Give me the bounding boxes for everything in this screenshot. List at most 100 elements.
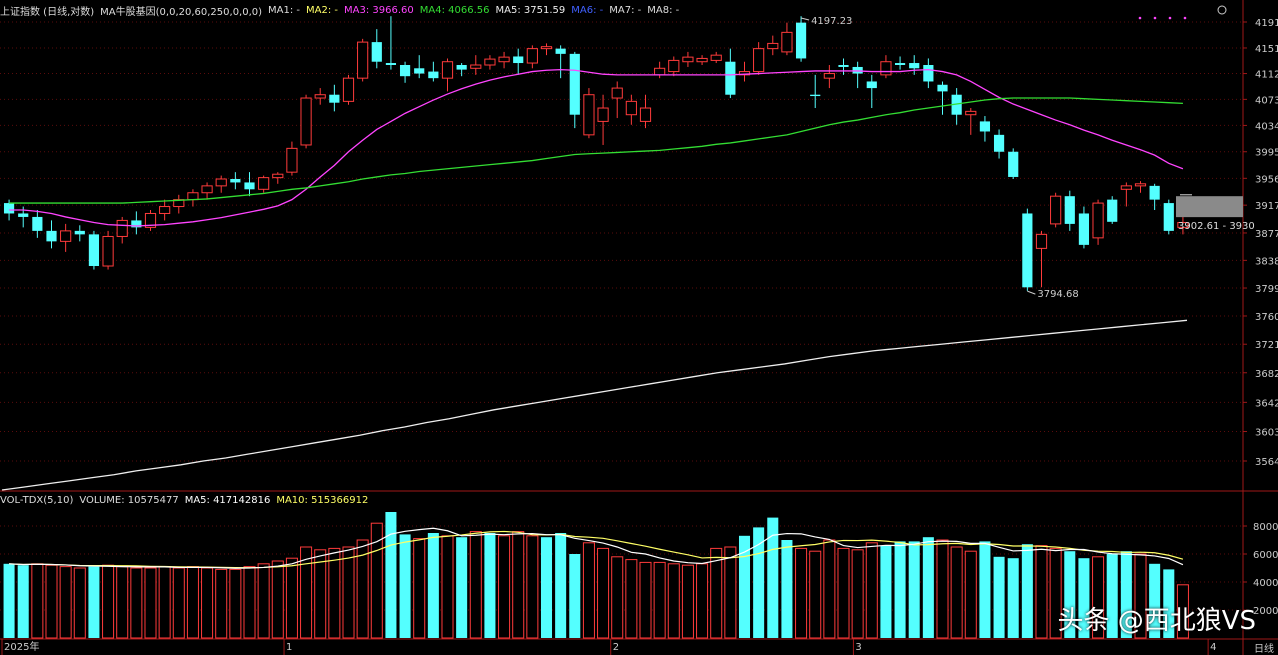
- volume-bar-up: [837, 547, 850, 639]
- candle-body-up: [753, 48, 765, 73]
- volume-bar-up: [950, 546, 963, 639]
- candle-body-down: [1064, 196, 1075, 224]
- period-label[interactable]: 日线: [1254, 644, 1274, 655]
- ma2-value: MA2: -: [306, 4, 339, 16]
- candle-body-down: [838, 64, 849, 67]
- time-tick-label: 3: [855, 642, 861, 653]
- candle-body-down: [1149, 185, 1160, 200]
- volume-bar-up: [229, 568, 242, 639]
- candle-body-up: [625, 100, 637, 116]
- candle-body-up: [300, 97, 312, 146]
- volume-bar-up: [144, 567, 157, 639]
- candle-body-up: [1050, 195, 1062, 225]
- volume-ma5-line: [9, 527, 1184, 569]
- volume-bar-up: [582, 542, 595, 639]
- candle-body-up: [187, 192, 199, 201]
- volume-bar-up: [1134, 553, 1147, 639]
- candle-body-down: [371, 42, 382, 62]
- candle-body-down: [923, 64, 934, 82]
- vol-ma10-value: MA10: 515366912: [276, 494, 369, 506]
- volume-bar-up: [681, 564, 694, 639]
- candle-body-up: [342, 77, 355, 102]
- volume-bar-up: [172, 567, 185, 639]
- high-price-label: 4197.23: [811, 16, 852, 27]
- volume-bar-up: [158, 566, 171, 639]
- volume-bar-down: [569, 554, 581, 638]
- settings-icon[interactable]: [1217, 5, 1227, 15]
- volume-bar-up: [653, 561, 666, 639]
- volume-bar-up: [31, 563, 44, 639]
- candle-body-down: [993, 134, 1005, 152]
- candle-body-up: [159, 206, 171, 214]
- price-tick-label: 4034: [1255, 121, 1278, 132]
- volume-bar-up: [243, 566, 256, 639]
- ma-marker-dot: [1153, 16, 1157, 20]
- volume-bar-up: [186, 566, 199, 639]
- watermark: 头条 @西北狼VS: [1057, 606, 1256, 636]
- candle-body-down: [428, 71, 439, 79]
- ma1-value: MA1: -: [268, 4, 301, 16]
- volume-bar-up: [498, 535, 511, 639]
- volume-bar-up: [597, 547, 610, 639]
- candle-body-up: [639, 107, 652, 122]
- candle-body-up: [738, 71, 751, 76]
- volume-bar-up: [314, 549, 327, 639]
- time-tick-label: 2: [613, 642, 619, 653]
- candle-body-down: [46, 230, 57, 242]
- candle-body-up: [1092, 202, 1104, 239]
- candle-body-up: [710, 54, 722, 61]
- candle-body-down: [3, 203, 15, 214]
- candle-body-down: [32, 216, 43, 231]
- candle-body-down: [951, 94, 962, 115]
- volume-tick-label: 40000: [1253, 578, 1278, 589]
- candle-body-up: [1177, 222, 1189, 228]
- volume-bar-up: [809, 550, 822, 639]
- volume-bar-up: [611, 556, 624, 639]
- ma3-line: [9, 68, 1184, 227]
- ma4-value: MA4: 4066.56: [419, 4, 490, 16]
- vol-indicator-name[interactable]: VOL-TDX(5,10): [0, 494, 74, 506]
- volume-bar-down: [385, 512, 397, 638]
- volume-bar-down: [781, 540, 793, 638]
- candle-body-down: [88, 234, 100, 267]
- volume-bar-up: [851, 549, 864, 639]
- price-tick-label: 4191: [1255, 18, 1278, 29]
- volume-bar-up: [116, 566, 129, 639]
- volume-bar-up: [625, 559, 638, 639]
- index-name[interactable]: 上证指数 (日线,对数): [0, 6, 95, 18]
- price-tick-label: 4112: [1255, 70, 1278, 81]
- candle-body-down: [852, 66, 863, 74]
- moving-average-lines: [1, 68, 1188, 491]
- candle-body-down: [329, 94, 340, 103]
- volume-bar-down: [1149, 563, 1161, 638]
- volume-bar-down: [738, 535, 751, 638]
- volume-bar-up: [865, 542, 878, 639]
- volume-tick-label: 80000: [1253, 522, 1278, 533]
- volume-bar-up: [667, 563, 680, 639]
- volume-bar-up: [795, 547, 808, 639]
- candle-body-down: [1008, 151, 1019, 177]
- volume-bar-up: [328, 547, 341, 639]
- volume-bar-up: [1092, 556, 1105, 639]
- candle-body-up: [201, 185, 213, 194]
- volume-bar-down: [427, 533, 439, 638]
- candle-body-down: [810, 94, 821, 97]
- volume-bar-up: [639, 561, 652, 639]
- candle-body-up: [823, 73, 835, 79]
- volume-bars: [3, 512, 1189, 639]
- candle-body-up: [173, 199, 185, 208]
- candle-body-up: [314, 94, 326, 99]
- candle-body-up: [611, 87, 623, 99]
- volume-bar-down: [484, 533, 496, 638]
- candle-body-down: [909, 63, 920, 69]
- candle-body-up: [540, 46, 553, 50]
- ma7-value: MA7: -: [609, 4, 642, 16]
- volume-tick-label: 60000: [1253, 550, 1278, 561]
- price-tick-label: 3603: [1255, 428, 1278, 439]
- ma-group-label[interactable]: MA牛股基因(0,0,20,60,250,0,0,0): [100, 6, 263, 18]
- candle-body-up: [781, 31, 793, 53]
- ma3-value: MA3: 3966.60: [344, 4, 414, 16]
- volume-bar-up: [257, 563, 270, 639]
- price-tick-label: 4151: [1255, 44, 1278, 55]
